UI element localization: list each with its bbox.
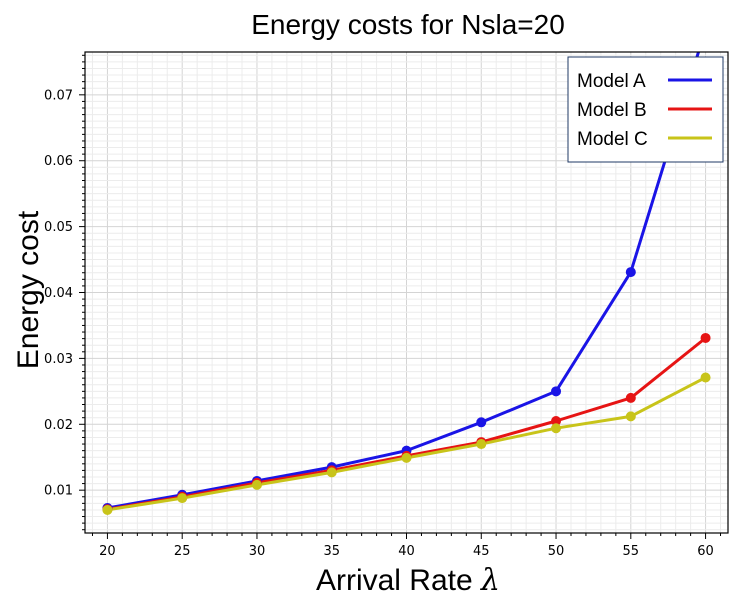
y-tick-label: 0.06 — [44, 154, 73, 169]
data-point-model-c — [551, 423, 562, 434]
data-point-model-a — [476, 417, 487, 428]
legend: Model A Model B Model C — [567, 56, 724, 163]
x-axis-label-symbol: λ — [480, 563, 500, 598]
data-point-model-b — [700, 332, 711, 343]
data-point-model-a — [701, 24, 711, 34]
legend-label-model-a: Model A — [577, 71, 646, 92]
legend-label-model-c: Model C — [577, 129, 648, 150]
legend-label-model-b: Model B — [577, 100, 647, 121]
data-point-model-c — [251, 479, 262, 490]
data-point-model-c — [700, 372, 711, 383]
series-points — [102, 24, 711, 515]
x-axis-label: Arrival Rate λ — [316, 563, 500, 598]
chart-title: Energy costs for Nsla=20 — [251, 9, 565, 40]
data-point-model-c — [326, 467, 337, 478]
x-tick-label: 45 — [473, 544, 490, 559]
y-tick-label: 0.04 — [44, 286, 73, 301]
data-point-model-a — [625, 267, 636, 278]
y-tick-label: 0.07 — [44, 88, 73, 103]
y-axis-ticks: 0.01 0.02 0.03 0.04 0.05 0.06 0.07 — [44, 54, 85, 531]
data-point-model-c — [476, 439, 487, 450]
data-point-model-c — [177, 493, 188, 504]
data-point-model-c — [625, 411, 636, 422]
x-tick-label: 35 — [323, 544, 340, 559]
x-axis-ticks: 20 25 30 35 40 45 50 55 60 — [91, 533, 722, 559]
data-point-model-c — [102, 504, 113, 515]
x-tick-label: 55 — [623, 544, 640, 559]
x-axis-label-text: Arrival Rate — [316, 564, 473, 597]
y-tick-label: 0.05 — [44, 220, 73, 235]
x-tick-label: 20 — [99, 544, 116, 559]
data-point-model-a — [551, 386, 562, 397]
data-point-model-b — [551, 415, 562, 426]
y-tick-label: 0.02 — [44, 418, 73, 433]
y-tick-label: 0.03 — [44, 352, 73, 367]
y-tick-label: 0.01 — [44, 484, 73, 499]
x-tick-label: 60 — [697, 544, 714, 559]
x-tick-label: 30 — [249, 544, 266, 559]
x-tick-label: 40 — [398, 544, 415, 559]
data-point-model-b — [625, 392, 636, 403]
x-tick-label: 25 — [174, 544, 191, 559]
data-point-model-c — [401, 452, 412, 463]
y-axis-label: Energy cost — [12, 210, 45, 369]
x-tick-label: 50 — [548, 544, 565, 559]
